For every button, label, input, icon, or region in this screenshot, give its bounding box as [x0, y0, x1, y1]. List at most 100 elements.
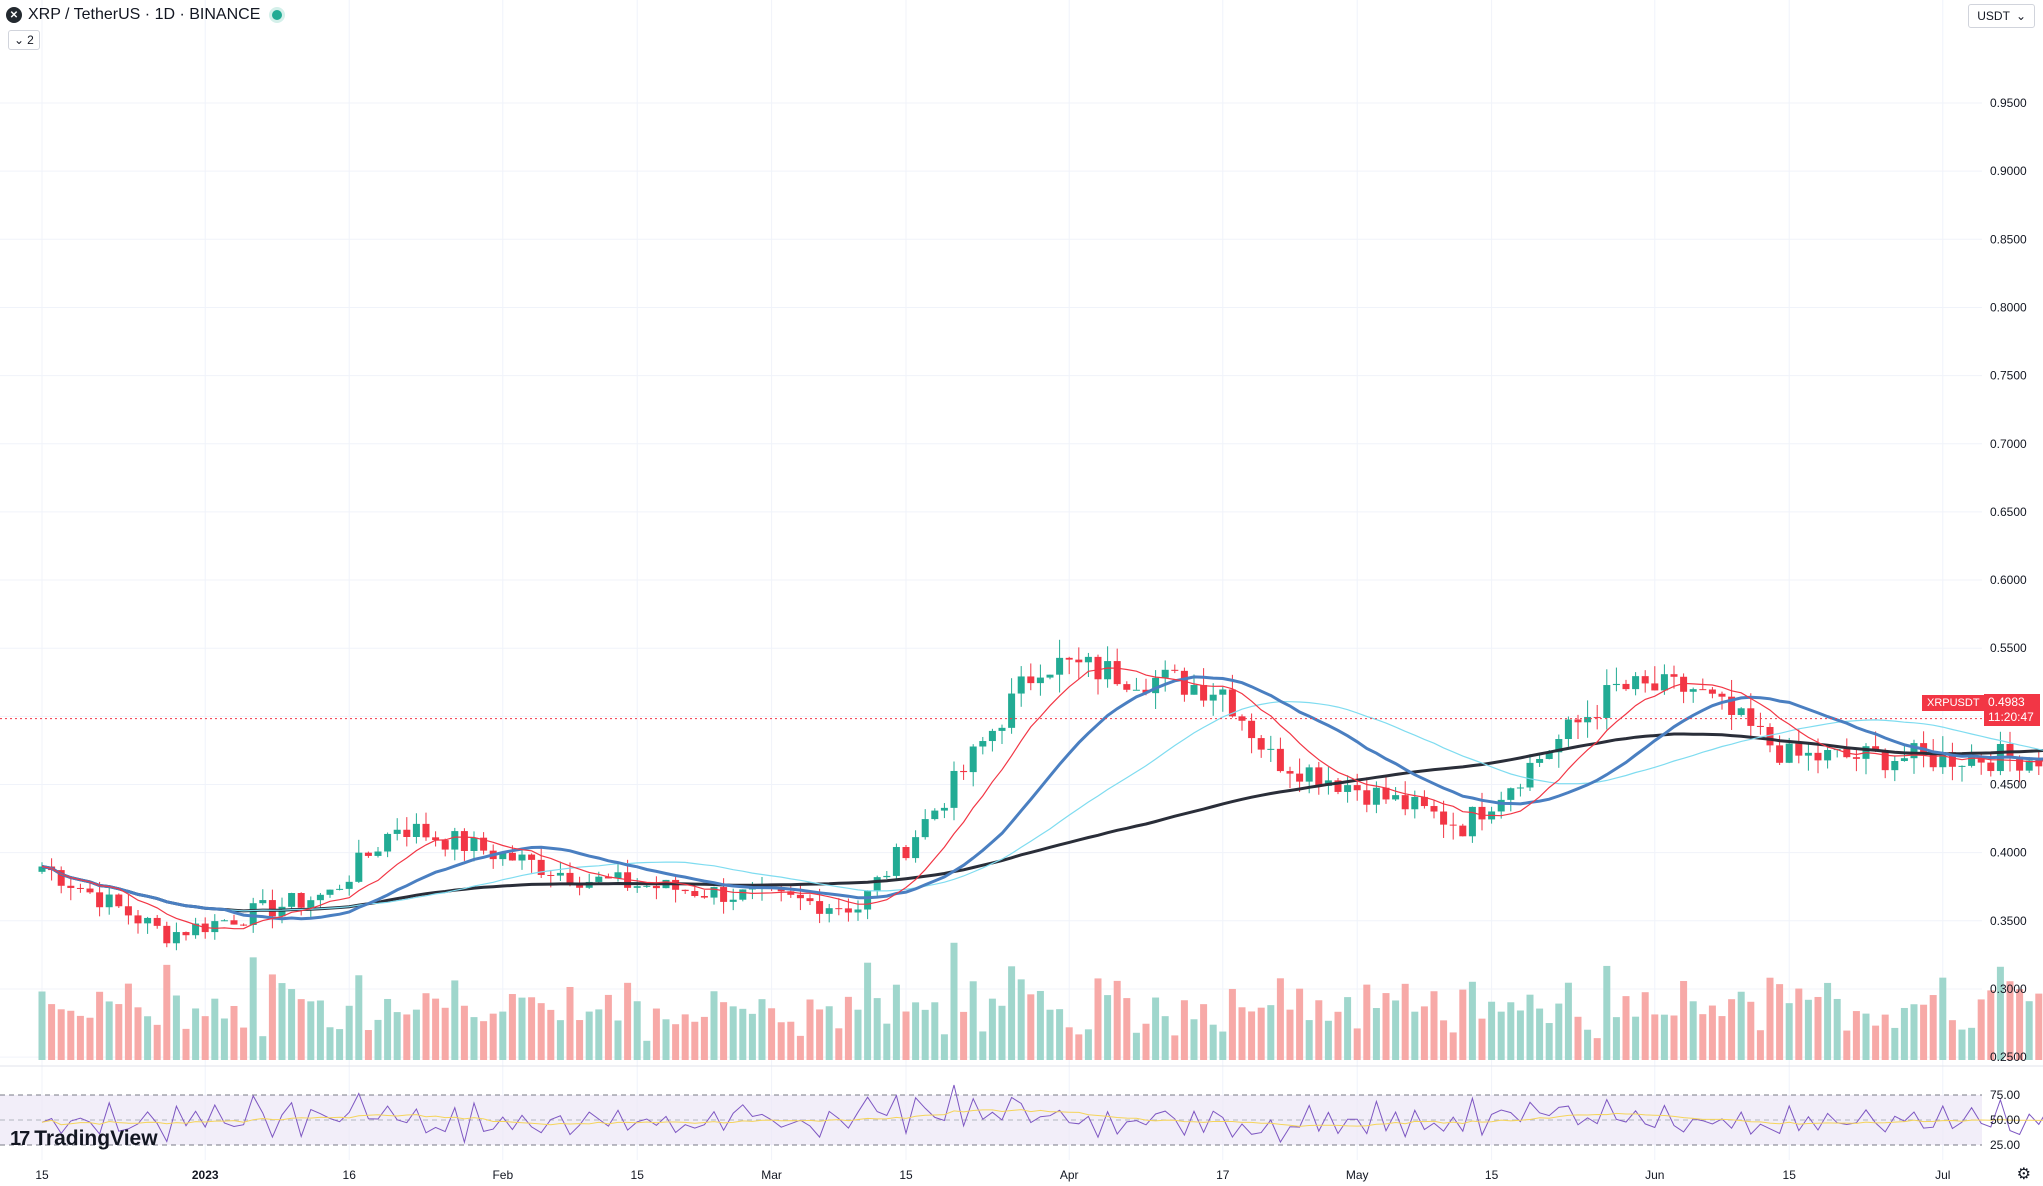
volume-bar: [1699, 1014, 1707, 1060]
volume-bar: [374, 1019, 382, 1060]
volume-bar: [633, 1001, 641, 1060]
candle-body: [1190, 684, 1198, 695]
candle-body: [1516, 787, 1524, 789]
volume-bar: [1977, 999, 1985, 1060]
volume-bar: [393, 1012, 401, 1060]
candle-body: [1632, 676, 1640, 690]
time-tick-label: 2023: [192, 1168, 219, 1182]
candle-body: [1728, 696, 1736, 715]
candle-body: [1353, 785, 1361, 791]
gear-icon[interactable]: ⚙: [2016, 1166, 2031, 1183]
candle-body: [1929, 752, 1937, 768]
candle-body: [1689, 689, 1697, 692]
volume-bar: [662, 1019, 670, 1060]
candle-body: [1123, 684, 1131, 690]
candle-body: [1536, 758, 1544, 763]
time-tick-label: Feb: [492, 1168, 513, 1182]
volume-bar: [1267, 1005, 1275, 1060]
candle-body: [249, 903, 257, 925]
candle-body: [374, 851, 382, 856]
price-tick-label: 0.4500: [1990, 778, 2027, 792]
candle-body: [1872, 746, 1880, 751]
volume-bar: [1555, 1003, 1563, 1060]
volume-bar: [979, 1031, 987, 1060]
candle-body: [1526, 762, 1534, 788]
volume-bar: [806, 999, 814, 1060]
volume-bar: [163, 964, 171, 1060]
volume-bar: [336, 1029, 344, 1060]
candle-body: [211, 921, 219, 933]
candle-body: [1180, 670, 1188, 695]
volume-bar: [1123, 998, 1131, 1060]
tradingview-logo-text: TradingView: [34, 1127, 158, 1150]
candle-body: [2025, 760, 2033, 771]
symbol-header[interactable]: ✕ XRP / TetherUS · 1D · BINANCE: [6, 4, 283, 26]
volume-bar: [182, 1028, 190, 1060]
time-tick-label: May: [1346, 1168, 1369, 1182]
volume-bar: [614, 1020, 622, 1060]
volume-bar: [1747, 1001, 1755, 1060]
volume-bar: [220, 1018, 228, 1060]
candle-body: [268, 900, 276, 917]
volume-bar: [144, 1016, 152, 1060]
candle-body: [796, 894, 804, 899]
candle-body: [297, 893, 305, 908]
time-tick-label: 16: [343, 1168, 357, 1182]
volume-bar: [1708, 1005, 1716, 1060]
volume-bar: [1449, 1032, 1457, 1060]
candle-body: [1248, 720, 1256, 739]
volume-bar: [38, 991, 46, 1060]
candle-body: [864, 890, 872, 910]
candle-body: [700, 896, 708, 898]
price-tick-label: 0.8000: [1990, 300, 2027, 314]
volume-bar: [1200, 1004, 1208, 1060]
volume-bar: [1574, 1016, 1582, 1060]
candle-body: [345, 881, 353, 889]
candle-body: [1603, 685, 1611, 718]
rsi-ma-line: [41, 1109, 2043, 1127]
volume-bar: [777, 1022, 785, 1060]
candle-body: [1766, 726, 1774, 746]
time-tick-label: Mar: [761, 1168, 782, 1182]
volume-bar: [940, 1034, 948, 1060]
indicators-toggle-button[interactable]: ⌄ 2: [8, 30, 40, 50]
candle-body: [960, 770, 968, 773]
volume-bar: [1670, 1015, 1678, 1060]
volume-bar: [1785, 1003, 1793, 1060]
volume-bar: [240, 1027, 248, 1060]
candle-body: [172, 932, 180, 944]
volume-bar: [960, 1011, 968, 1060]
volume-bar: [1852, 1011, 1860, 1060]
candle-body: [1382, 787, 1390, 800]
candle-body: [1104, 661, 1112, 680]
volume-bar: [1459, 989, 1467, 1060]
candle-body: [105, 894, 113, 908]
volume-bar: [1593, 1038, 1601, 1060]
volume-bar: [86, 1017, 94, 1060]
symbol-title: XRP / TetherUS · 1D · BINANCE: [28, 6, 261, 23]
volume-bar: [1900, 1007, 1908, 1060]
volume-bar: [1718, 1016, 1726, 1060]
candle-body: [729, 899, 737, 902]
volume-bar: [1228, 988, 1236, 1060]
volume-bar: [2025, 1001, 2033, 1060]
volume-bar: [134, 1007, 142, 1060]
volume-bar: [105, 1001, 113, 1060]
candle-body: [1977, 756, 1985, 763]
volume-bar: [1305, 1020, 1313, 1060]
candle-body: [499, 852, 507, 860]
volume-bar: [124, 983, 132, 1060]
candle-body: [460, 831, 468, 851]
rsi-tick-label: 25.00: [1990, 1138, 2020, 1152]
currency-select[interactable]: USDT ⌄: [1968, 4, 2035, 28]
volume-bar: [902, 1011, 910, 1060]
candle-body: [76, 887, 84, 889]
candle-body: [1219, 689, 1227, 695]
candle-body: [614, 872, 622, 879]
volume-bar: [969, 981, 977, 1060]
volume-bar: [1036, 990, 1044, 1060]
volume-bar: [384, 998, 392, 1060]
tradingview-logo[interactable]: 17 TradingView: [10, 1127, 158, 1151]
volume-bar: [2006, 981, 2014, 1060]
